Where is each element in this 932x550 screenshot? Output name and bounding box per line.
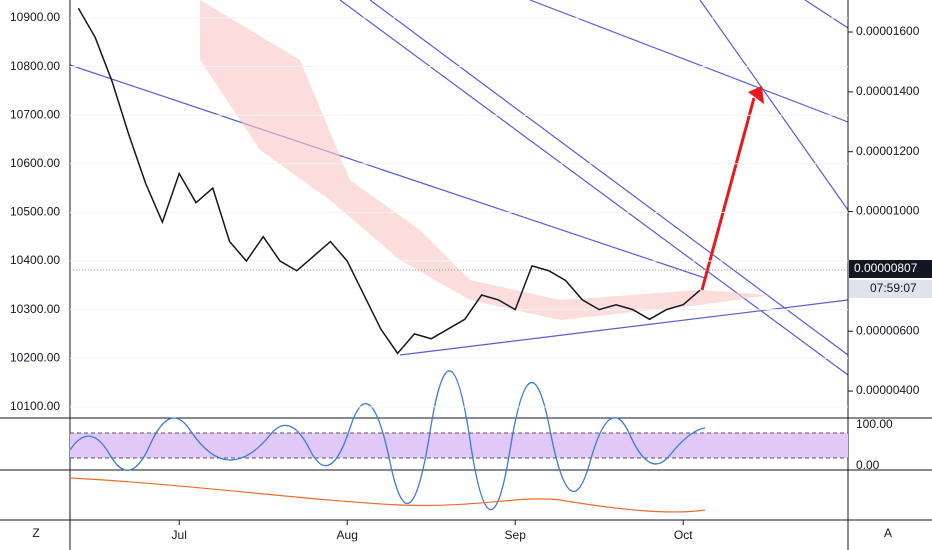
y2-tick-label: 0.00001200 <box>856 144 920 158</box>
oscillator-tick: 100.00 <box>856 417 893 431</box>
y-tick-label: 10200.00 <box>10 350 60 364</box>
y2-tick-label: 0.00000400 <box>856 383 920 397</box>
toolbar-button[interactable]: Z <box>32 526 39 540</box>
y-tick-label: 10300.00 <box>10 302 60 316</box>
indicator <box>69 477 706 513</box>
oscillator-band <box>70 433 848 458</box>
toolbar-button[interactable]: A <box>884 526 892 540</box>
price-badge <box>849 260 932 278</box>
y-tick-label: 10100.00 <box>10 399 60 413</box>
y2-tick-label: 0.00001600 <box>856 24 920 38</box>
cloud <box>200 0 770 320</box>
last-price: 0.00000807 <box>854 261 918 275</box>
trend-lines <box>69 0 849 376</box>
x-tick-label: Aug <box>337 528 358 542</box>
y-tick-label: 10900.00 <box>10 10 60 24</box>
y2-tick-label: 0.00001400 <box>856 84 920 98</box>
price-line <box>77 7 701 355</box>
y-tick-label: 10600.00 <box>10 156 60 170</box>
oscillator <box>69 370 706 511</box>
countdown-badge <box>849 280 932 298</box>
oscillator-tick: 0.00 <box>856 458 880 472</box>
arrow <box>700 86 764 291</box>
y-tick-label: 10800.00 <box>10 59 60 73</box>
y-tick-label: 10400.00 <box>10 253 60 267</box>
y-tick-label: 10500.00 <box>10 205 60 219</box>
y-tick-label: 10700.00 <box>10 107 60 121</box>
x-tick-label: Sep <box>505 528 527 542</box>
countdown: 07:59:07 <box>870 281 917 295</box>
y2-tick-label: 0.00001000 <box>856 204 920 218</box>
x-tick-label: Jul <box>172 528 187 542</box>
y2-tick-label: 0.00000600 <box>856 323 920 337</box>
x-tick-label: Oct <box>674 528 693 542</box>
